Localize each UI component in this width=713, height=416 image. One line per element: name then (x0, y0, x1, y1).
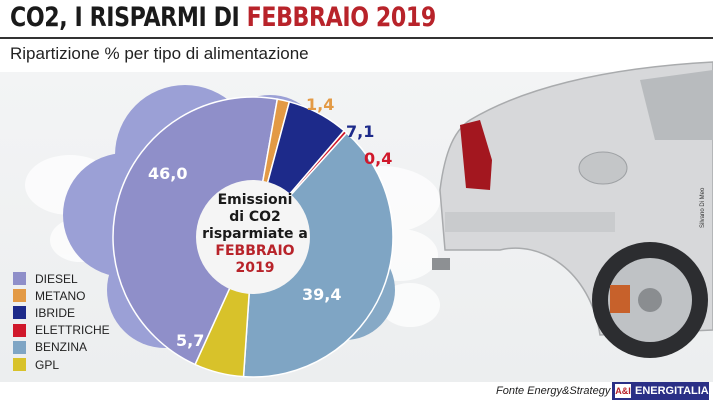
legend: DIESEL METANO IBRIDE ELETTRICHE BENZINA GPL (13, 270, 110, 373)
pie-slice-benzina (242, 131, 394, 378)
data-label-ibride: 7,1 (346, 122, 375, 141)
legend-item-diesel: DIESEL (13, 270, 110, 287)
center-label: Emissioni di CO2 risparmiate a FEBBRAIO … (200, 192, 310, 277)
legend-swatch (13, 358, 26, 372)
center-label-line3: risparmiate a (202, 226, 308, 242)
center-label-line5: 2019 (235, 260, 275, 276)
legend-item-elettriche: ELETTRICHE (13, 322, 110, 339)
title-divider (0, 37, 713, 39)
legend-swatch (13, 323, 26, 337)
page-title: CO2, I RISPARMI DI FEBBRAIO 2019 (10, 2, 436, 33)
data-label-metano: 1,4 (306, 95, 335, 114)
logo-mark: A&I (615, 384, 631, 398)
data-label-diesel: 46,0 (148, 164, 188, 183)
logo-text: ENERGITALIA (635, 385, 709, 397)
center-label-line2: di CO2 (229, 209, 281, 225)
chart-subtitle: Ripartizione % per tipo di alimentazione (10, 44, 309, 63)
legend-label: BENZINA (35, 340, 88, 355)
title-accent: FEBBRAIO 2019 (246, 2, 437, 33)
pie-chart (112, 96, 394, 378)
data-label-gpl: 5,7 (176, 331, 205, 350)
legend-item-gpl: GPL (13, 356, 110, 373)
car-illustration (432, 61, 713, 358)
legend-item-benzina: BENZINA (13, 339, 110, 356)
title-prefix: CO2, I RISPARMI DI (10, 2, 247, 33)
center-label-line1: Emissioni (217, 192, 293, 208)
legend-swatch (13, 272, 26, 286)
photo-credit: Silvano Di Meo (700, 187, 706, 228)
legend-label: METANO (35, 288, 86, 303)
legend-swatch (13, 289, 26, 303)
energitalia-logo: A&I ENERGITALIA (612, 382, 709, 400)
pie-center-hole (196, 180, 310, 294)
pie-slice-diesel (112, 96, 279, 366)
center-label-line4: FEBBRAIO (215, 243, 295, 259)
legend-swatch (13, 340, 26, 354)
legend-label: DIESEL (35, 271, 78, 286)
legend-label: ELETTRICHE (35, 323, 110, 338)
legend-label: GPL (35, 357, 60, 372)
source-note: Fonte Energy&Strategy (496, 385, 611, 397)
legend-item-ibride: IBRIDE (13, 304, 110, 321)
data-label-elettriche: 0,4 (364, 149, 393, 168)
legend-label: IBRIDE (35, 305, 76, 320)
legend-item-metano: METANO (13, 287, 110, 304)
data-label-benzina: 39,4 (302, 285, 342, 304)
legend-swatch (13, 306, 26, 320)
